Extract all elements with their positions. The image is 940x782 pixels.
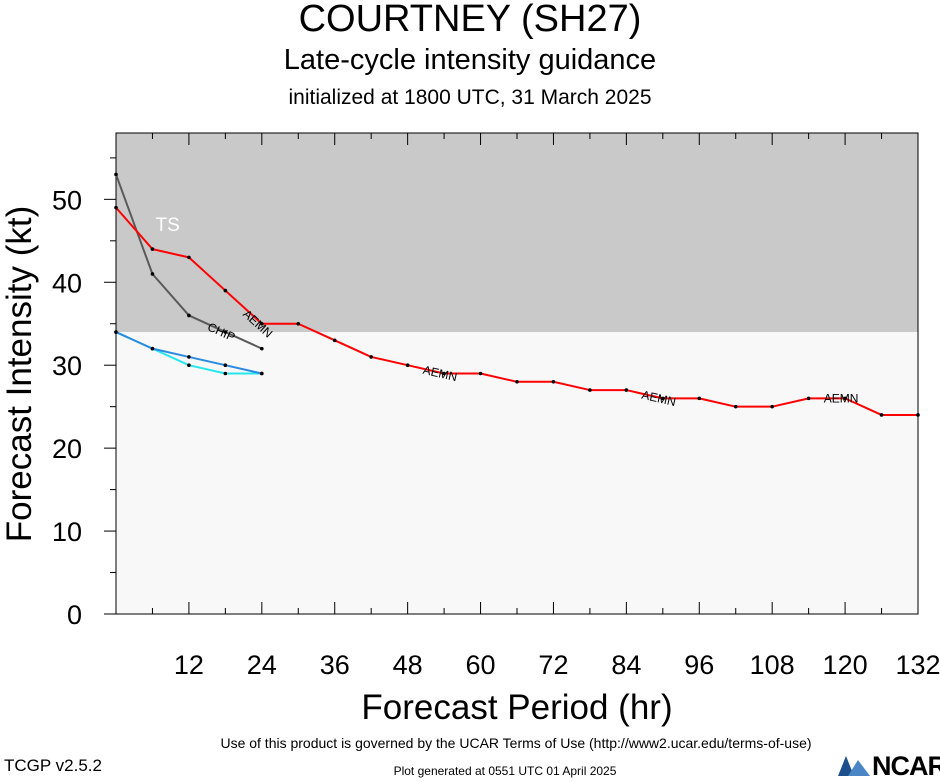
y-tick-label: 20 bbox=[52, 434, 82, 464]
x-tick-label: 60 bbox=[466, 650, 496, 680]
data-point bbox=[114, 205, 118, 210]
data-point bbox=[150, 272, 155, 276]
data-point bbox=[369, 355, 373, 359]
data-point bbox=[187, 313, 191, 318]
data-point bbox=[150, 247, 155, 251]
data-point bbox=[150, 346, 155, 351]
data-point bbox=[405, 363, 410, 368]
data-point bbox=[697, 396, 702, 401]
x-tick-label: 12 bbox=[174, 650, 204, 680]
x-tick-label: 96 bbox=[684, 650, 714, 680]
series-label: AEMN bbox=[824, 391, 859, 405]
ncar-logo-text: NCAR bbox=[872, 751, 940, 781]
data-point bbox=[442, 371, 446, 376]
data-point bbox=[515, 379, 519, 384]
ncar-logo: NCAR bbox=[836, 750, 940, 781]
data-point bbox=[114, 172, 118, 177]
data-point bbox=[806, 396, 811, 401]
data-point bbox=[187, 255, 191, 260]
version-label: TCGP v2.5.2 bbox=[4, 756, 102, 775]
x-axis-title: Forecast Period (hr) bbox=[361, 688, 672, 727]
tropical-storm-label: TS bbox=[156, 215, 180, 236]
chart-subtitle: Late-cycle intensity guidance bbox=[283, 44, 657, 76]
data-point bbox=[551, 379, 556, 384]
data-point bbox=[223, 288, 228, 293]
data-point bbox=[260, 346, 264, 351]
x-tick-label: 84 bbox=[611, 650, 641, 680]
x-tick-label: 72 bbox=[538, 650, 568, 680]
x-tick-label: 36 bbox=[320, 650, 350, 680]
data-point bbox=[624, 388, 629, 392]
ncar-logo-icon bbox=[838, 756, 870, 776]
x-tick-label: 120 bbox=[823, 650, 868, 680]
data-point bbox=[260, 371, 264, 376]
data-point bbox=[296, 321, 301, 326]
data-point bbox=[223, 330, 228, 334]
plot-generated-time: Plot generated at 0551 UTC 01 April 2025 bbox=[393, 764, 617, 778]
x-tick-label: 24 bbox=[247, 650, 277, 680]
data-point bbox=[223, 371, 228, 376]
data-point bbox=[661, 396, 665, 401]
data-point bbox=[187, 363, 191, 368]
terms-of-use: Use of this product is governed by the U… bbox=[220, 735, 812, 751]
y-tick-label: 0 bbox=[67, 600, 82, 630]
x-tick-label: 132 bbox=[895, 650, 940, 680]
data-point bbox=[187, 355, 191, 359]
initialization-time: initialized at 1800 UTC, 31 March 2025 bbox=[288, 86, 652, 109]
tropical-storm-region bbox=[116, 133, 918, 333]
y-axis-title: Forecast Intensity (kt) bbox=[0, 206, 39, 542]
data-point bbox=[588, 388, 592, 392]
data-point bbox=[916, 413, 920, 417]
x-tick-label: 108 bbox=[750, 650, 795, 680]
data-point bbox=[478, 371, 483, 376]
data-point bbox=[770, 404, 774, 409]
data-point bbox=[260, 321, 264, 326]
data-point bbox=[879, 413, 884, 417]
data-point bbox=[332, 338, 337, 343]
data-point bbox=[223, 363, 228, 368]
y-tick-label: 50 bbox=[52, 185, 82, 215]
x-tick-label: 48 bbox=[393, 650, 423, 680]
data-point bbox=[114, 330, 118, 334]
chart-title: COURTNEY (SH27) bbox=[298, 0, 642, 40]
y-tick-label: 30 bbox=[52, 351, 82, 381]
data-point bbox=[733, 404, 738, 409]
y-tick-label: 10 bbox=[52, 517, 82, 547]
data-point bbox=[843, 396, 847, 401]
series-guidance-2 bbox=[114, 330, 264, 376]
y-tick-label: 40 bbox=[52, 268, 82, 298]
